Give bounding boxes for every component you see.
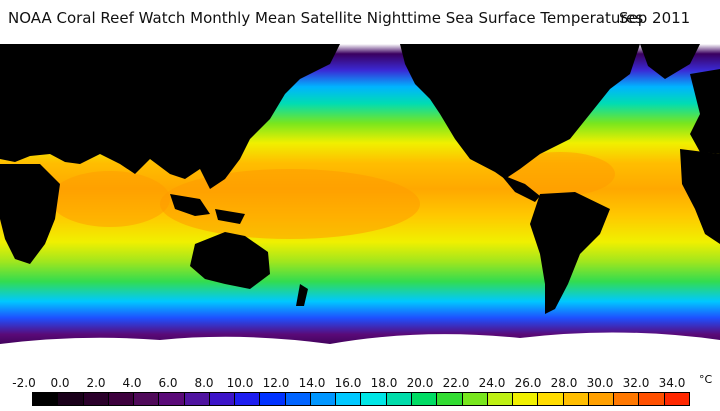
colorbar-tick-label: 8.0: [194, 376, 214, 390]
greenland: [640, 44, 700, 79]
colorbar-cell: [487, 393, 514, 405]
colorbar-cell: [513, 393, 539, 405]
north-america: [400, 44, 640, 179]
colorbar-cell: [235, 393, 261, 405]
colorbar-tick-label: 24.0: [478, 376, 506, 390]
colorbar-cell: [588, 393, 615, 405]
colorbar-cell: [614, 393, 640, 405]
colorbar-tick-label: 26.0: [514, 376, 542, 390]
colorbar-tick-label: 4.0: [122, 376, 142, 390]
colorbar-cell: [563, 393, 589, 405]
warm-pool-caribbean: [505, 152, 615, 196]
colorbar-tick-label: 18.0: [370, 376, 398, 390]
colorbar-cell: [538, 393, 564, 405]
australia: [190, 232, 270, 289]
title-text: NOAA Coral Reef Watch Monthly Mean Satel…: [8, 9, 644, 27]
colorbar-cell: [462, 393, 488, 405]
colorbar-cell: [361, 393, 387, 405]
colorbar-cell: [33, 393, 59, 405]
colorbar-cell: [209, 393, 236, 405]
colorbar-cell: [386, 393, 412, 405]
colorbar-tick-label: 32.0: [622, 376, 650, 390]
colorbar: [32, 392, 690, 406]
colorbar-cell: [108, 393, 135, 405]
colorbar-cell: [437, 393, 463, 405]
colorbar-tick-label: 28.0: [550, 376, 578, 390]
colorbar-cell: [159, 393, 185, 405]
antarctica: [0, 332, 720, 374]
colorbar-cell: [134, 393, 160, 405]
colorbar-tick-label: 12.0: [262, 376, 290, 390]
colorbar-tick-label: 20.0: [406, 376, 434, 390]
colorbar-cell: [83, 393, 109, 405]
south-america: [530, 192, 610, 314]
colorbar-tick-label: 14.0: [298, 376, 326, 390]
colorbar-tick-label: 34.0: [658, 376, 686, 390]
colorbar-cell: [639, 393, 665, 405]
colorbar-cell: [310, 393, 337, 405]
title-date: Sep 2011: [619, 9, 691, 27]
new-zealand: [296, 284, 308, 306]
colorbar-cell: [664, 393, 689, 405]
colorbar-tick-label: 6.0: [158, 376, 178, 390]
colorbar-tick-label: 30.0: [586, 376, 614, 390]
colorbar-tick-label: -2.0: [12, 376, 36, 390]
sst-map: [0, 44, 720, 374]
colorbar-ticks: -2.0 0.0 2.0 4.0 6.0 8.0 10.0 12.0 14.0 16.0 18.0 2…: [0, 376, 720, 392]
colorbar-tick-label: 22.0: [442, 376, 470, 390]
warm-pool-pacific: [160, 169, 420, 239]
warm-pool-indian: [50, 171, 170, 227]
colorbar-cell: [260, 393, 286, 405]
colorbar-cell: [184, 393, 210, 405]
maritime-asia: [170, 194, 245, 224]
colorbar-cell: [411, 393, 438, 405]
colorbar-tick-label: 10.0: [226, 376, 254, 390]
colorbar-cell: [58, 393, 84, 405]
colorbar-tick-label: 0.0: [50, 376, 70, 390]
central-america: [500, 174, 540, 202]
colorbar-tick-label: 2.0: [86, 376, 106, 390]
colorbar-cell: [285, 393, 311, 405]
colorbar-cell: [336, 393, 362, 405]
eurasia: [0, 44, 720, 189]
colorbar-tick-label: 16.0: [334, 376, 362, 390]
colorbar-unit: °C: [699, 373, 713, 386]
